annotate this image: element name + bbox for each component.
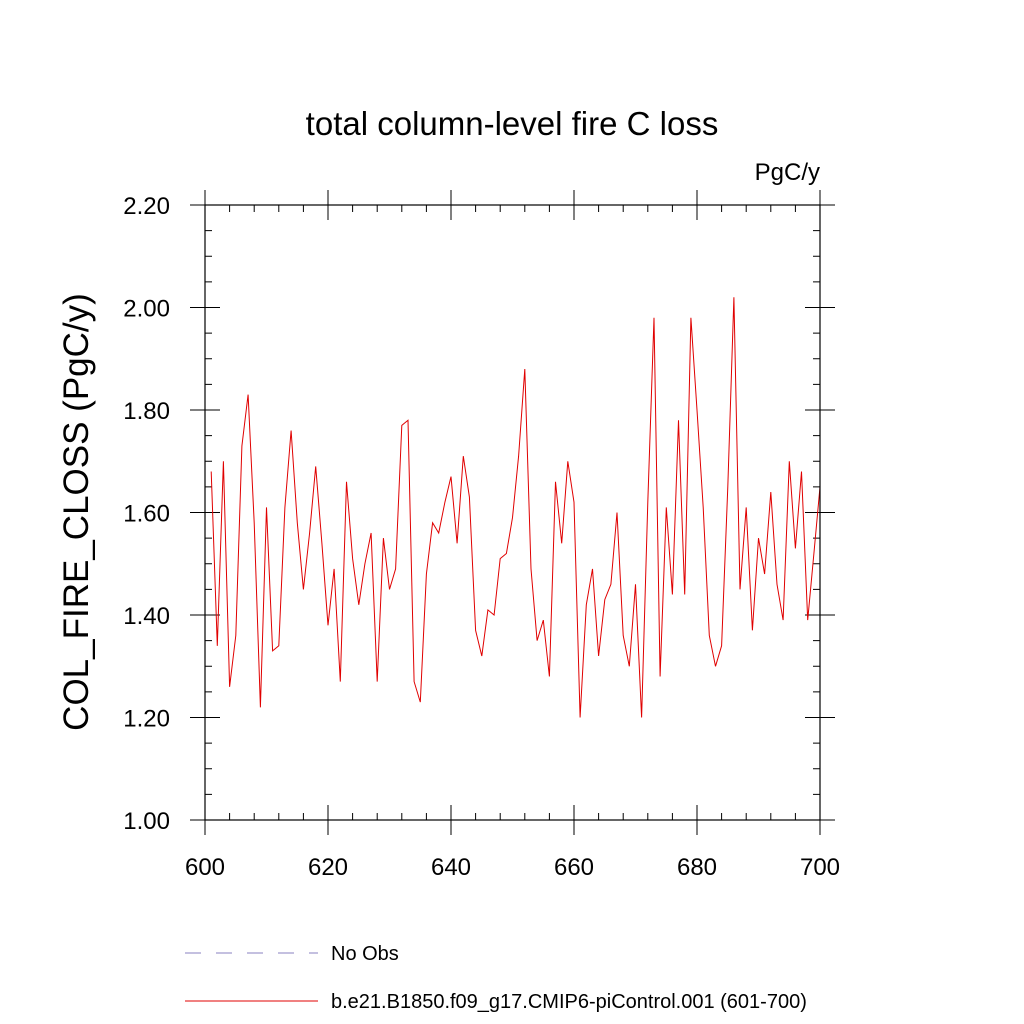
y-tick-label: 1.60 bbox=[123, 501, 170, 528]
y-tick-labels: 1.00 1.20 1.40 1.60 1.80 2.00 2.20 bbox=[123, 193, 170, 835]
y-tick-label: 1.00 bbox=[123, 808, 170, 835]
x-tick-labels: 600 620 640 660 680 700 bbox=[185, 854, 840, 881]
y-tick-label: 1.20 bbox=[123, 706, 170, 733]
y-tick-label: 2.00 bbox=[123, 296, 170, 323]
x-tick-label: 660 bbox=[554, 854, 594, 881]
y-axis-label: COL_FIRE_CLOSS (PgC/y) bbox=[57, 293, 96, 731]
series-line-picontrol bbox=[210, 297, 821, 718]
y-tick-label: 2.20 bbox=[123, 193, 170, 220]
x-tick-label: 640 bbox=[431, 854, 471, 881]
axis-ticks bbox=[190, 190, 835, 835]
units-label: PgC/y bbox=[755, 159, 820, 186]
y-tick-label: 1.80 bbox=[123, 398, 170, 425]
legend-label-picontrol: b.e21.B1850.f09_g17.CMIP6-piControl.001 … bbox=[331, 991, 807, 1013]
plot-frame bbox=[204, 204, 821, 821]
y-tick-label: 1.40 bbox=[123, 603, 170, 630]
x-tick-label: 700 bbox=[800, 854, 840, 881]
x-tick-label: 620 bbox=[308, 854, 348, 881]
x-tick-label: 600 bbox=[185, 854, 225, 881]
legend: No Obs b.e21.B1850.f09_g17.CMIP6-piContr… bbox=[185, 943, 807, 1013]
chart-title: total column-level fire C loss bbox=[306, 105, 719, 142]
x-tick-label: 680 bbox=[677, 854, 717, 881]
legend-label-no-obs: No Obs bbox=[331, 943, 399, 965]
series-lines bbox=[210, 297, 821, 718]
